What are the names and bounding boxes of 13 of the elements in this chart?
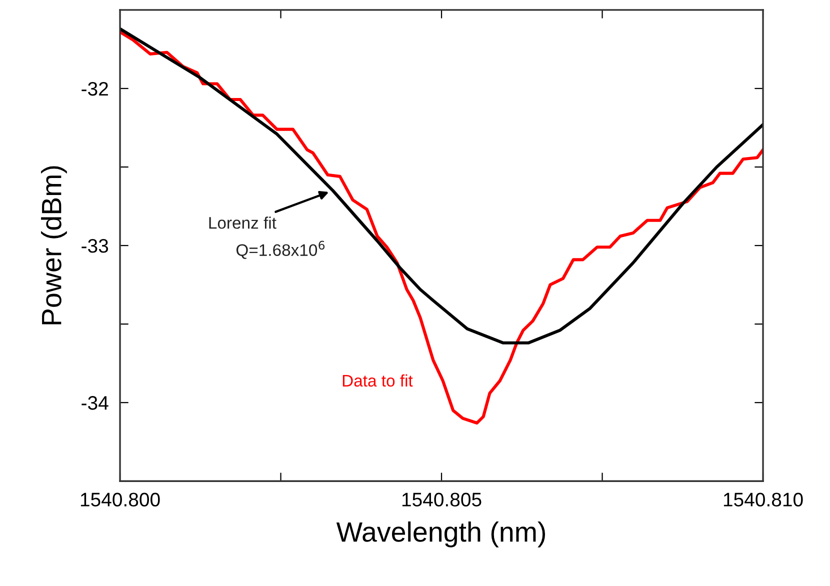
line-series [120,30,764,425]
x-tick-label: 1540.810 [724,492,803,506]
x-tick-label: 1540.800 [80,492,160,506]
series-label: Data to fit [342,374,413,387]
y-tick-label: -32 [82,82,108,96]
x-tick-label: 1540.805 [402,492,482,506]
line-series [120,27,764,344]
annotation: Q=1.68x10$^{6}$ [236,240,325,259]
y-tick-label: -33 [82,239,108,253]
y-tick-label: -34 [82,396,108,410]
text: Lorenz fit [209,216,276,229]
y-axis-title: Power (dBm) [41,166,67,324]
x-axis-title: Wavelength (nm) [336,521,546,548]
